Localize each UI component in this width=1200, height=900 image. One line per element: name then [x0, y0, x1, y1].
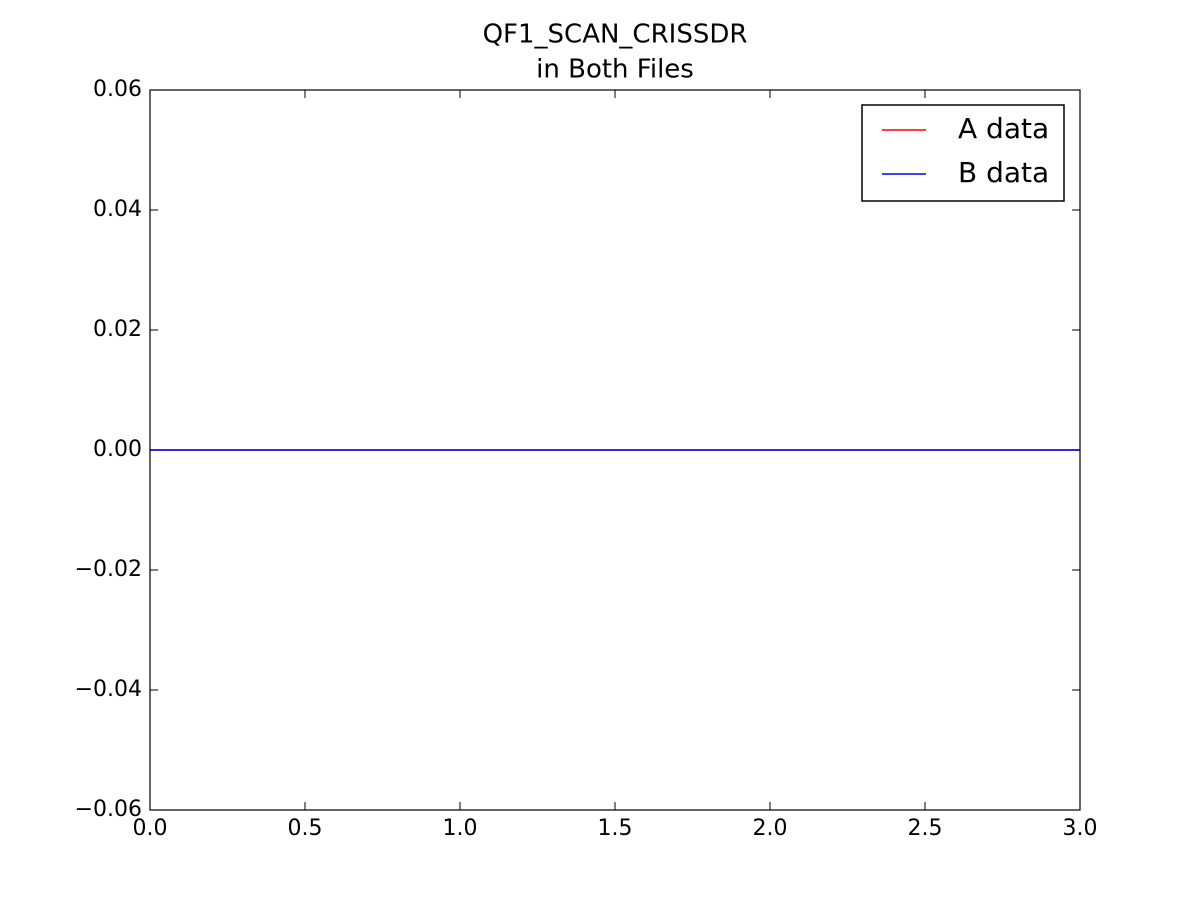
legend-box [861, 104, 1065, 202]
y-tick-label: 0.02 [93, 317, 142, 342]
x-tick-label: 3.0 [1063, 816, 1098, 841]
x-tick-label: 2.0 [753, 816, 788, 841]
x-tick-label: 0.5 [288, 816, 323, 841]
x-tick-label: 2.5 [908, 816, 943, 841]
legend-label: A data [958, 112, 1049, 145]
y-tick-label: −0.06 [75, 797, 142, 822]
chart-subtitle: in Both Files [536, 55, 694, 85]
chart-title: QF1_SCAN_CRISSDR [483, 20, 748, 50]
x-tick-label: 1.5 [598, 816, 633, 841]
y-tick-label: 0.04 [93, 197, 142, 222]
x-tick-label: 0.0 [133, 816, 168, 841]
x-tick-label: 1.0 [443, 816, 478, 841]
y-tick-label: −0.02 [75, 557, 142, 582]
legend-label: B data [958, 156, 1049, 189]
plot-frame [149, 89, 1081, 811]
y-tick-label: 0.06 [93, 77, 142, 102]
y-tick-label: 0.00 [93, 437, 142, 462]
y-tick-label: −0.04 [75, 677, 142, 702]
